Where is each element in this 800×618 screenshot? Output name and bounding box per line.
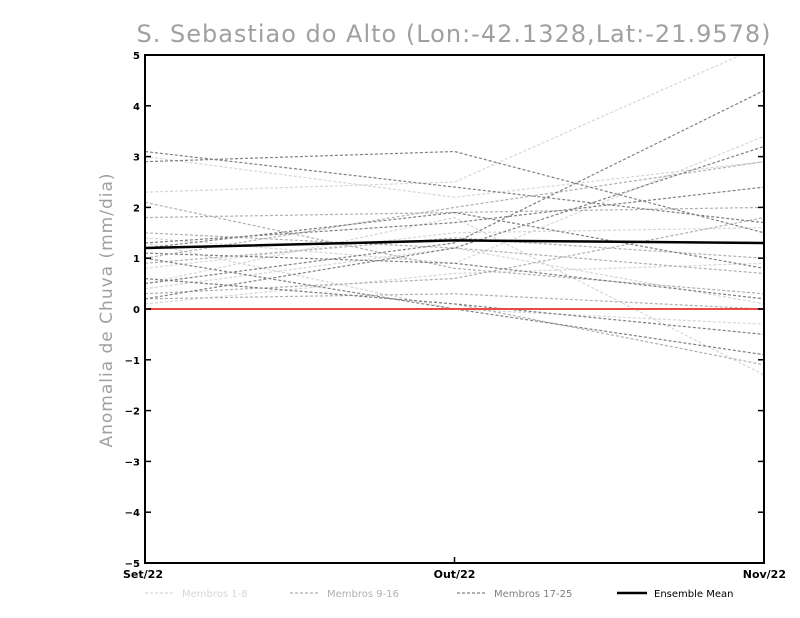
x-tick-label: Out/22 (434, 568, 476, 581)
chart-title: S. Sebastiao do Alto (Lon:-42.1328,Lat:-… (136, 20, 771, 48)
member-line-3 (145, 135, 764, 264)
member-line-22 (145, 252, 764, 300)
y-axis-ticks: −5 −4 −3 −2 −1 0 1 2 3 4 5 (125, 51, 764, 570)
member-line-21 (145, 145, 764, 300)
legend-label: Membros 1-8 (182, 589, 248, 600)
member-line-11 (145, 277, 764, 366)
x-tick-label: Set/22 (123, 568, 163, 581)
member-line-12 (145, 232, 764, 275)
y-tick-label: −3 (125, 457, 140, 468)
member-line-9 (145, 161, 764, 259)
member-line-14 (145, 293, 764, 310)
ensemble-mean-layer (145, 239, 764, 250)
member-line-8 (145, 247, 764, 305)
member-line-7 (145, 227, 764, 269)
legend-label: Ensemble Mean (654, 589, 733, 600)
member-line-6 (145, 242, 764, 325)
member-line-23 (145, 277, 764, 335)
member-line-1 (145, 55, 743, 193)
y-tick-label: 0 (133, 305, 140, 316)
y-tick-label: 2 (133, 203, 140, 214)
series-layer (145, 55, 764, 376)
member-line-4 (145, 216, 764, 376)
member-line-19 (145, 211, 764, 269)
member-line-15 (145, 206, 764, 219)
member-line-20 (145, 90, 764, 285)
member-line-17 (145, 150, 764, 224)
member-line-5 (145, 262, 764, 305)
y-tick-label: −4 (125, 508, 140, 519)
y-tick-label: 3 (133, 153, 140, 164)
y-tick-label: 5 (133, 51, 140, 62)
y-tick-label: −2 (125, 407, 140, 418)
member-line-10 (145, 216, 764, 295)
member-line-2 (145, 156, 764, 198)
ensemble-mean-line (145, 239, 764, 250)
member-line-16 (145, 237, 764, 264)
legend-label: Membros 9-16 (327, 589, 399, 600)
y-tick-label: −5 (125, 559, 140, 570)
member-line-25 (145, 186, 764, 244)
member-line-13 (145, 201, 764, 295)
y-tick-label: −1 (125, 356, 140, 367)
legend: Membros 1-8 Membros 9-16 Membros 17-25 Ense… (145, 589, 733, 600)
y-tick-label: 1 (133, 254, 140, 265)
member-line-24 (145, 257, 764, 356)
y-tick-label: 4 (133, 102, 140, 113)
y-axis-label: Anomalia de Chuva (mm/dia) (97, 172, 117, 447)
x-tick-label: Nov/22 (743, 568, 786, 581)
member-line-18 (145, 150, 764, 234)
x-axis-ticks: Set/22 Out/22 Nov/22 (123, 557, 786, 581)
legend-label: Membros 17-25 (494, 589, 572, 600)
